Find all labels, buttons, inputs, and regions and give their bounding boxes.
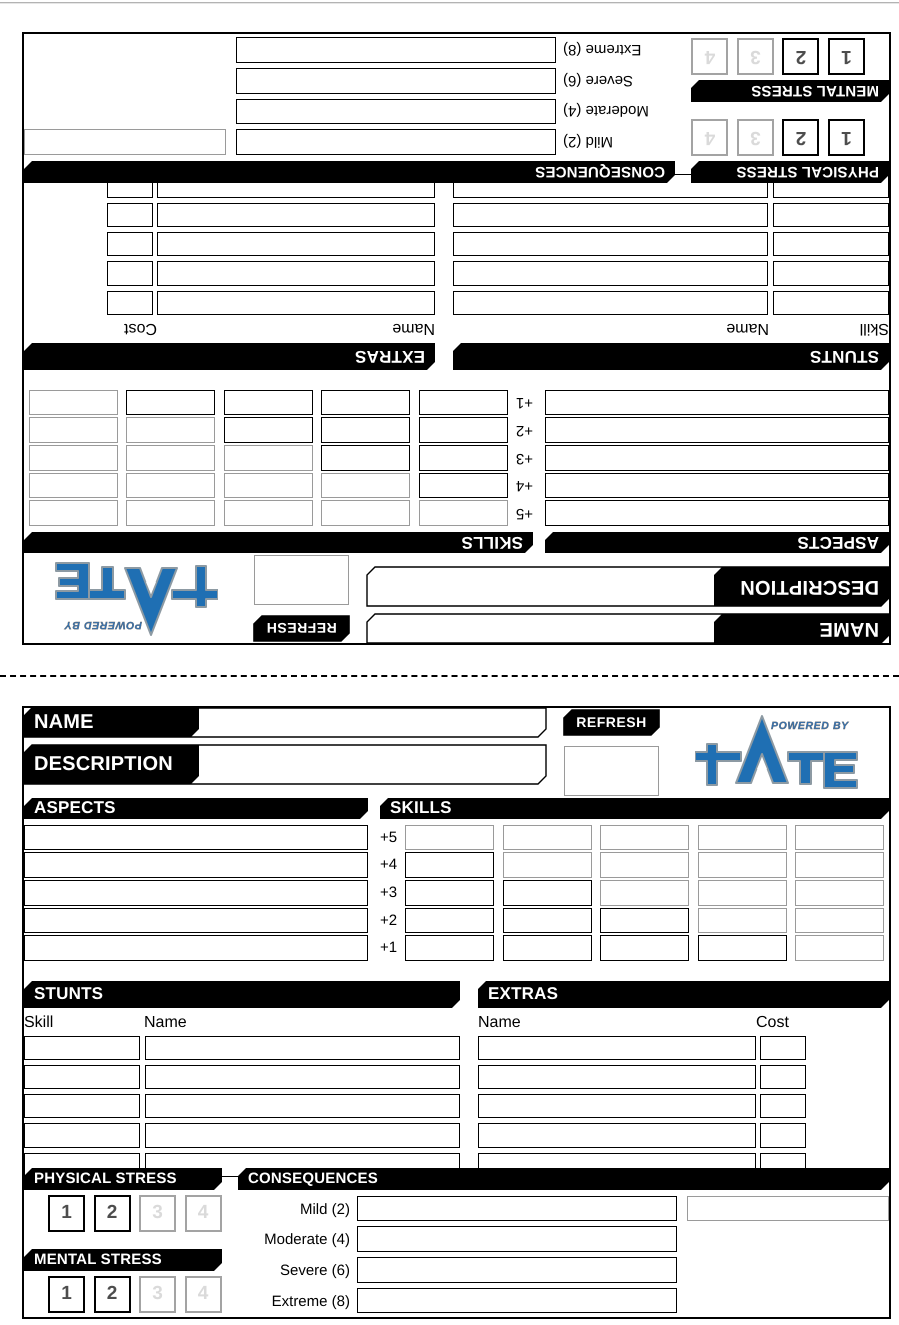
svg-text:POWERED BY: POWERED BY <box>64 619 142 631</box>
svg-text:POWERED BY: POWERED BY <box>771 720 849 732</box>
